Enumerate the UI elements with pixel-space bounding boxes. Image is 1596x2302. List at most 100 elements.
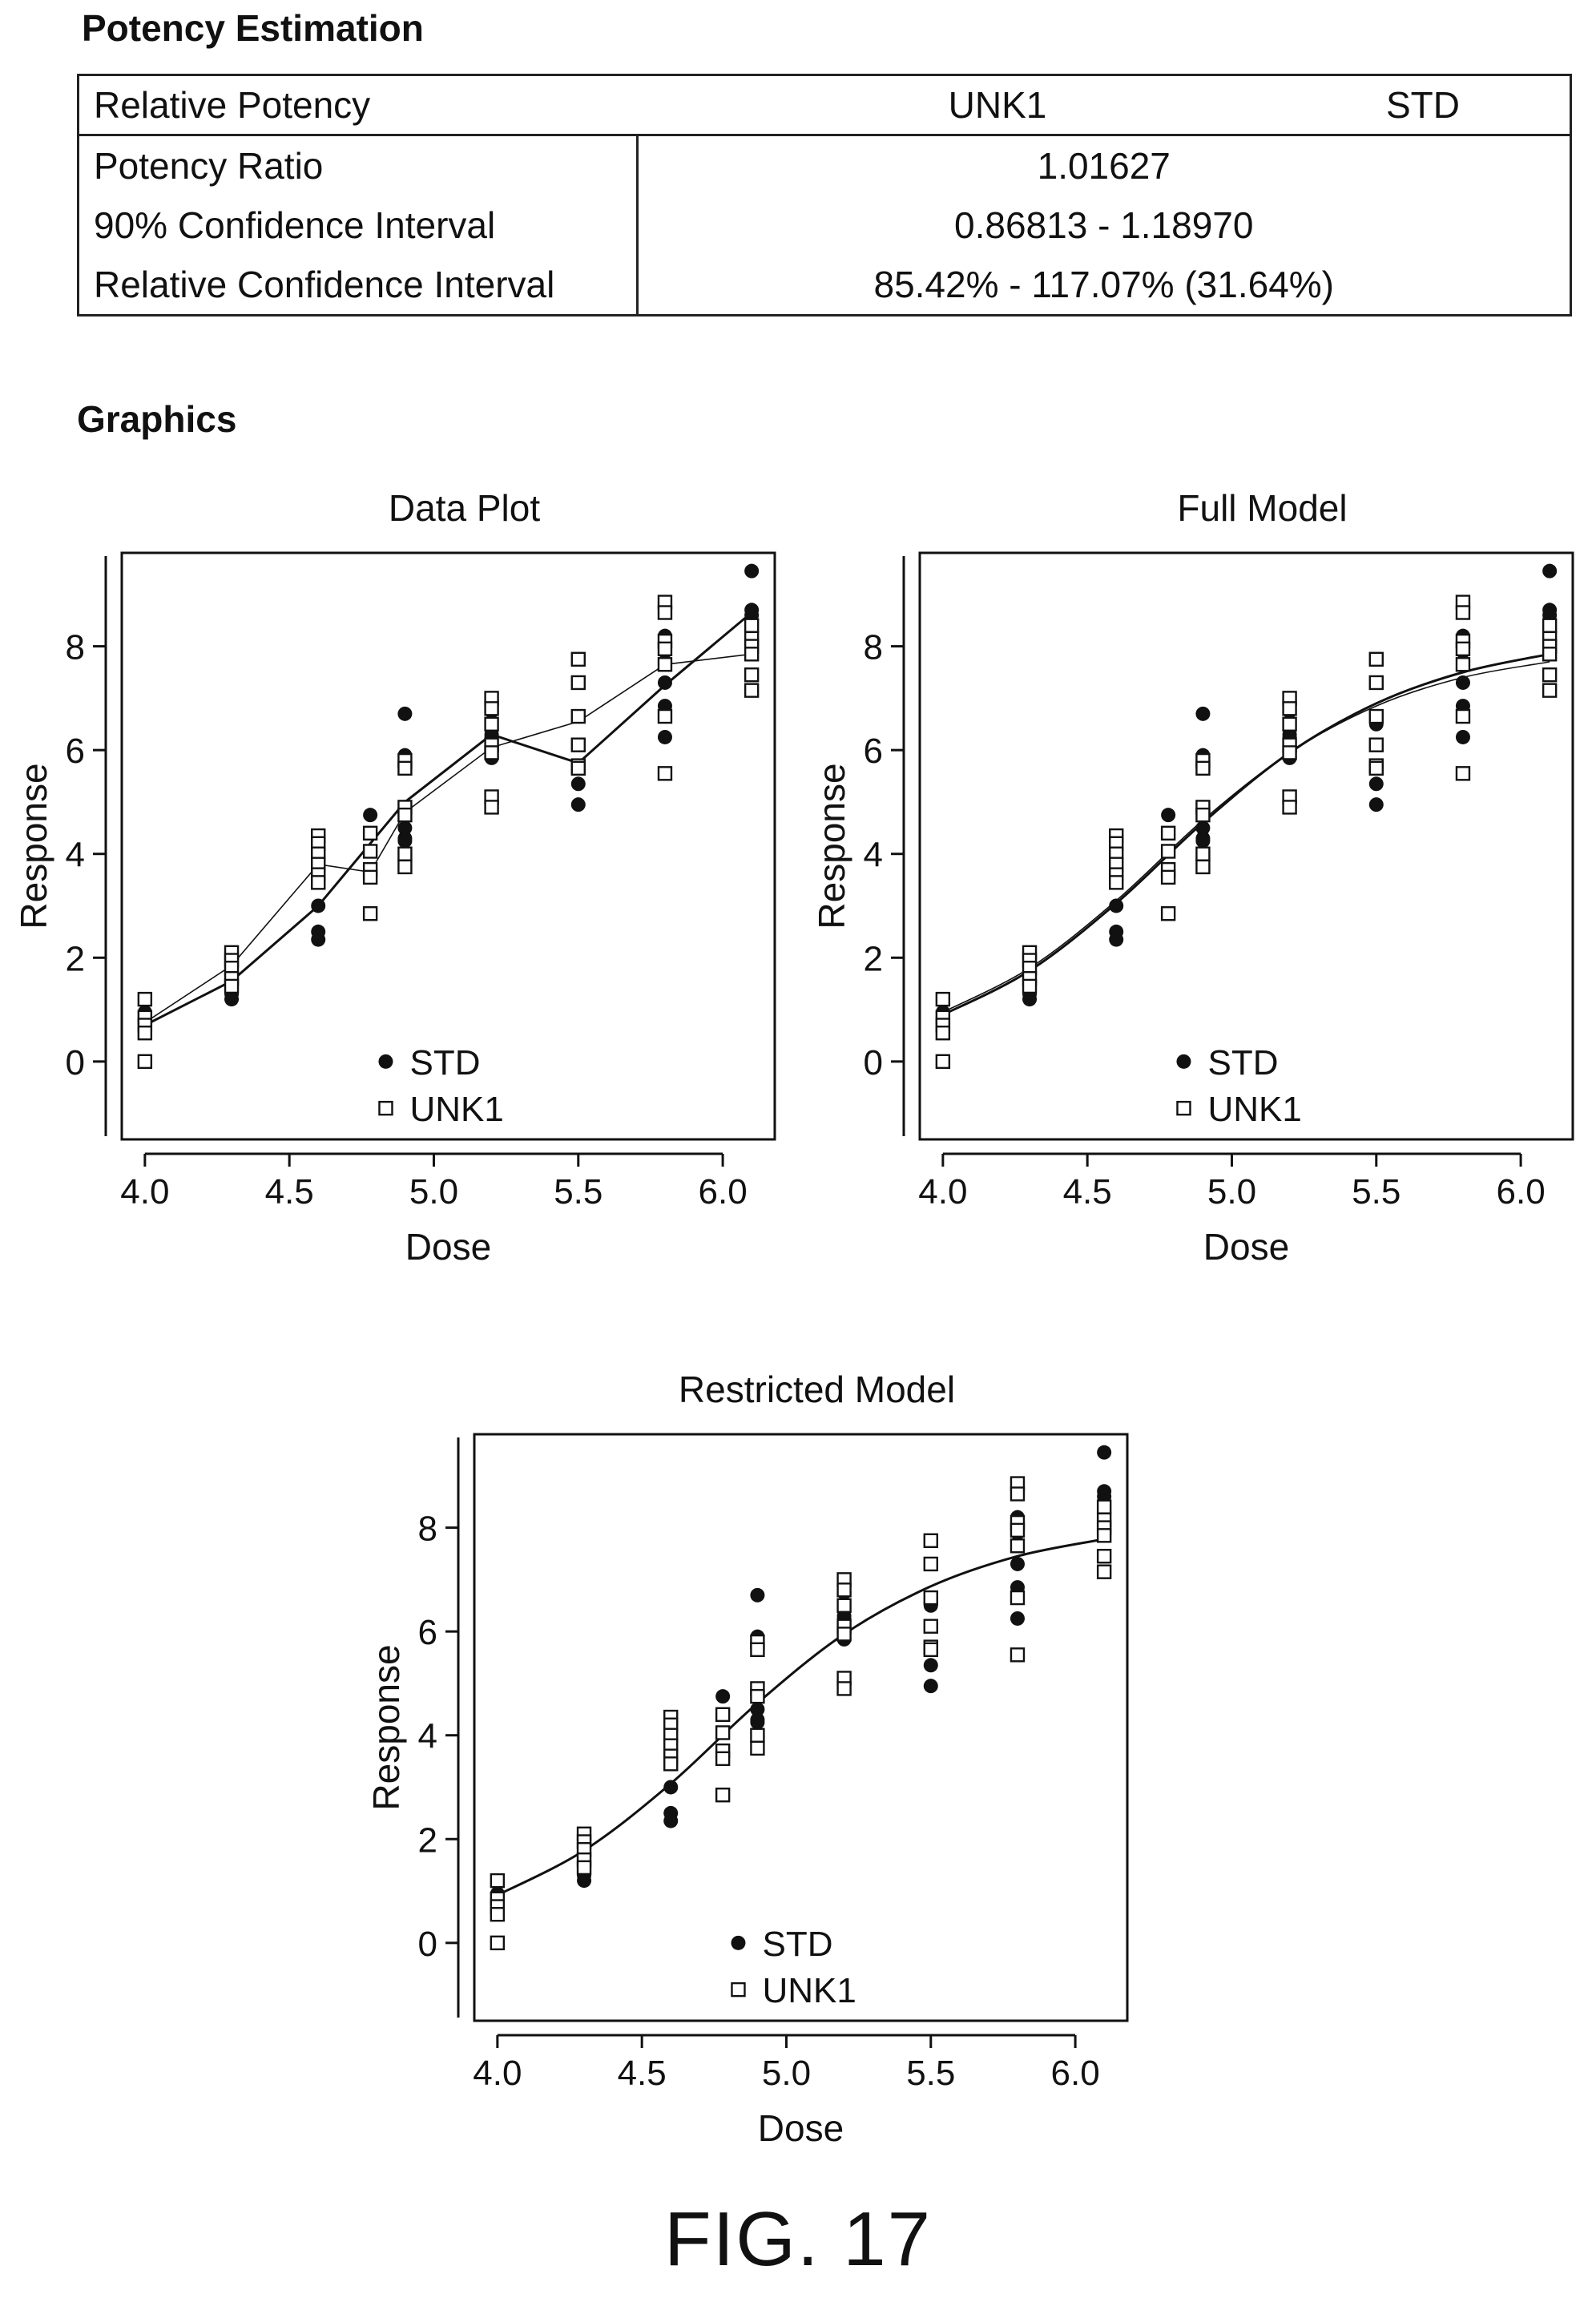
data-point-unk1 — [362, 869, 378, 885]
potency-estimation-title: Potency Estimation — [82, 7, 424, 49]
data-point-unk1 — [1096, 1499, 1112, 1514]
chart-restricted-model: Restricted Model 0 2 4 6 8 4.0 4.5 5.0 5.5 6.0 Dose… — [365, 1369, 1129, 2149]
table-row: 90% Confidence Interval 0.86813 - 1.1897… — [78, 196, 1571, 255]
data-point-unk1 — [657, 657, 673, 672]
legend-marker-std — [378, 1054, 393, 1069]
data-point-unk1 — [1096, 1549, 1112, 1564]
figure-label: FIG. 17 — [663, 2196, 933, 2282]
x-tick-label: 5.5 — [554, 1172, 603, 1211]
data-point-std — [1542, 563, 1558, 579]
data-point-unk1 — [137, 991, 153, 1007]
data-point-unk1 — [1195, 807, 1211, 823]
data-point-unk1 — [362, 825, 378, 841]
legend-marker-unk1 — [378, 1100, 393, 1116]
data-point-unk1 — [570, 708, 586, 724]
data-point-unk1 — [1195, 760, 1211, 776]
data-point-unk1 — [1010, 1538, 1026, 1554]
data-point-unk1 — [1282, 745, 1297, 760]
y-tick-label: 8 — [864, 628, 883, 667]
y-tick-label: 4 — [864, 836, 883, 875]
data-point-unk1 — [1109, 875, 1124, 890]
plot-frame — [918, 551, 1574, 1141]
table-row: Relative Confidence Interval 85.42% - 11… — [78, 255, 1571, 316]
data-point-unk1 — [744, 683, 760, 698]
data-point-unk1 — [137, 1026, 153, 1041]
data-point-unk1 — [1195, 859, 1211, 875]
header-col-unk1: UNK1 — [637, 75, 1276, 136]
data-point-unk1 — [1455, 708, 1471, 724]
data-point-unk1 — [1455, 605, 1471, 620]
legend-marker-std — [1176, 1054, 1191, 1069]
data-point-std — [657, 675, 672, 690]
data-point-unk1 — [1096, 1528, 1112, 1543]
data-point-std — [1010, 1611, 1025, 1626]
data-point-unk1 — [490, 1907, 506, 1922]
x-tick-label: 4.0 — [918, 1172, 967, 1211]
data-point-std — [715, 1689, 731, 1704]
y-tick-label: 6 — [66, 732, 85, 771]
x-axis-label: Dose — [758, 2107, 844, 2149]
y-tick-label: 4 — [66, 836, 85, 875]
data-point-unk1 — [923, 1619, 938, 1634]
header-label: Relative Potency — [78, 75, 637, 136]
data-point-unk1 — [1160, 825, 1176, 841]
y-axis-label: Response — [13, 763, 54, 929]
x-tick-label: 5.0 — [409, 1172, 458, 1211]
data-point-unk1 — [137, 1054, 153, 1070]
data-point-std — [1109, 932, 1124, 947]
x-tick-label: 4.0 — [120, 1172, 169, 1211]
data-point-unk1 — [490, 1873, 506, 1889]
legend-marker-std — [731, 1935, 746, 1950]
data-point-std — [663, 1780, 679, 1795]
data-point-std — [1195, 820, 1211, 836]
data-point-unk1 — [362, 844, 378, 859]
data-point-unk1 — [715, 1725, 731, 1740]
data-point-unk1 — [1282, 701, 1297, 716]
data-point-unk1 — [490, 1935, 506, 1951]
data-point-unk1 — [1022, 978, 1038, 994]
data-point-unk1 — [484, 716, 499, 732]
data-point-std — [923, 1658, 938, 1673]
fitted-curve-std — [497, 1538, 1105, 1897]
data-point-unk1 — [570, 675, 586, 691]
chart-title: Data Plot — [389, 487, 540, 529]
data-point-unk1 — [935, 1054, 951, 1070]
data-point-std — [750, 1587, 765, 1603]
data-point-std — [744, 563, 760, 579]
data-point-std — [1368, 797, 1384, 812]
y-tick-label: 2 — [418, 1820, 437, 1860]
row-value-confidence-interval: 0.86813 - 1.18970 — [954, 204, 1254, 246]
data-point-unk1 — [1010, 1590, 1026, 1606]
data-point-unk1 — [750, 1740, 765, 1756]
data-point-unk1 — [397, 760, 413, 776]
data-point-std — [923, 1679, 938, 1694]
data-point-unk1 — [744, 647, 760, 662]
data-point-unk1 — [715, 1788, 731, 1803]
data-point-unk1 — [1368, 737, 1384, 752]
legend-entry: UNK1 — [762, 1971, 856, 2010]
data-point-std — [1109, 898, 1124, 913]
x-tick-label: 5.5 — [1352, 1172, 1401, 1211]
data-point-unk1 — [311, 875, 326, 890]
data-point-unk1 — [657, 766, 673, 781]
data-point-std — [1161, 808, 1176, 823]
data-point-unk1 — [657, 708, 673, 724]
row-label-relative-confidence-interval: Relative Confidence Interval — [78, 255, 639, 316]
chart-title: Full Model — [1177, 487, 1347, 529]
data-point-unk1 — [1096, 1564, 1112, 1579]
data-point-unk1 — [715, 1707, 731, 1723]
data-point-unk1 — [836, 1681, 852, 1696]
graphics-title: Graphics — [77, 398, 237, 440]
legend-entry: UNK1 — [1207, 1090, 1301, 1129]
data-point-unk1 — [923, 1642, 938, 1658]
y-tick-label: 6 — [864, 732, 883, 771]
potency-table-header: Relative Potency UNK1 STD — [78, 75, 1571, 136]
chart-data-plot: Data Plot 0 2 4 6 8 4.0 4.5 5.0 5.5 6.0 Dose Respons… — [13, 487, 776, 1268]
x-tick-label: 4.0 — [473, 2054, 522, 2093]
data-point-unk1 — [397, 846, 413, 861]
header-col-std: STD — [1276, 75, 1571, 136]
data-point-std — [363, 808, 378, 823]
data-point-unk1 — [1010, 1522, 1026, 1538]
data-point-unk1 — [397, 807, 413, 823]
data-point-unk1 — [1542, 683, 1558, 698]
